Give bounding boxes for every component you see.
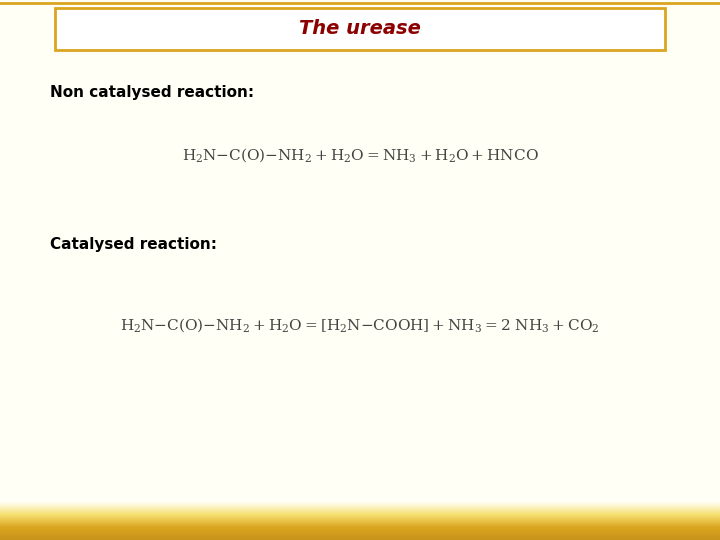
Bar xyxy=(0,505,720,540)
Text: $\mathregular{H_2N{-}C(O){-}NH_2 + H_2O = [H_2N{-}COOH] + NH_3 = 2\ NH_3 + CO_2}: $\mathregular{H_2N{-}C(O){-}NH_2 + H_2O … xyxy=(120,316,600,334)
Text: Non catalysed reaction:: Non catalysed reaction: xyxy=(50,84,254,99)
Text: The urease: The urease xyxy=(299,19,421,38)
Bar xyxy=(55,8,665,50)
Text: $\mathregular{H_2N{-}C(O){-}NH_2 + H_2O = NH_3 + H_2O + HNCO}$: $\mathregular{H_2N{-}C(O){-}NH_2 + H_2O … xyxy=(181,146,539,164)
Text: Catalysed reaction:: Catalysed reaction: xyxy=(50,238,217,253)
